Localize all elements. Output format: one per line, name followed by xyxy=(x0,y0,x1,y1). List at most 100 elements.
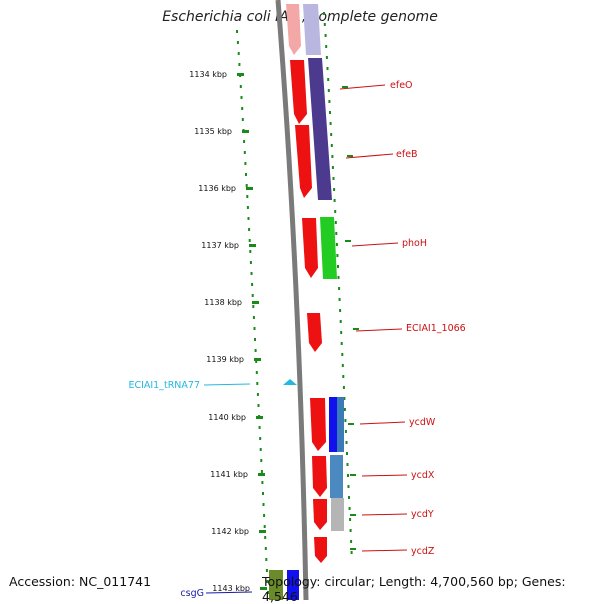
outer-ring-dot xyxy=(323,12,325,15)
inner-ring-dot xyxy=(245,184,248,187)
scale-label-1140: 1140 kbp xyxy=(208,413,246,422)
label-leaders xyxy=(203,84,408,594)
inner-ring-dot xyxy=(246,195,249,198)
inner-ring-dot xyxy=(261,481,264,484)
gene-label-ycdX[interactable]: ycdX xyxy=(411,470,435,481)
scale-label-1138: 1138 kbp xyxy=(204,298,242,307)
scale-tick-mark xyxy=(256,416,263,419)
feature-block-ycdW-b[interactable] xyxy=(337,397,344,452)
outer-tick-mark xyxy=(350,514,356,516)
cds-arrow-efeB[interactable] xyxy=(295,125,312,198)
inner-ring-dot xyxy=(239,85,242,88)
outer-ring-dot xyxy=(333,188,336,191)
outer-ring-dot xyxy=(338,287,341,290)
inner-ring-dot xyxy=(256,393,259,396)
cds-arrow-ycdY[interactable] xyxy=(313,499,327,530)
feature-block-1[interactable] xyxy=(303,4,321,55)
inner-ring-dot xyxy=(237,52,240,55)
outer-ring-dot xyxy=(335,243,338,246)
gene-label-csgG[interactable]: csgG xyxy=(180,588,204,599)
outer-ring-dot xyxy=(348,507,351,510)
gene-label-ECIAI1_1066[interactable]: ECIAI1_1066 xyxy=(406,323,466,334)
outer-ring-dot xyxy=(340,331,343,334)
trna-marker[interactable] xyxy=(283,379,297,385)
scale-ticks xyxy=(237,73,359,590)
inner-ring-dot xyxy=(244,162,247,165)
outer-ring-dot xyxy=(333,199,336,202)
outer-ring-dot xyxy=(344,419,347,422)
cds-arrow-ECIAI1_1066[interactable] xyxy=(307,313,322,352)
cds-arrow-1[interactable] xyxy=(286,4,301,55)
cds-arrow-phoH[interactable] xyxy=(302,218,318,278)
gene-label-ycdW[interactable]: ycdW xyxy=(409,417,436,428)
outer-ring-dot xyxy=(343,397,346,400)
feature-block-phoH[interactable] xyxy=(320,217,337,279)
inner-ring-dot xyxy=(262,492,264,495)
outer-ring-dot xyxy=(326,67,329,70)
gene-label-ycdY[interactable]: ycdY xyxy=(411,509,434,520)
inner-ring-dot xyxy=(257,404,260,407)
inner-ring-dot xyxy=(249,250,252,253)
outer-ring-dot xyxy=(334,221,337,224)
outer-ring-dot xyxy=(350,540,353,543)
accession-text: Accession: NC_011741 xyxy=(9,574,152,589)
inner-ring-dot xyxy=(256,382,259,385)
inner-ring-dot xyxy=(251,294,254,297)
outer-ring-dot xyxy=(323,23,326,26)
scale-label-1136: 1136 kbp xyxy=(198,184,236,193)
scale-label-1137: 1137 kbp xyxy=(201,241,239,250)
outer-ring-dot xyxy=(324,34,327,37)
inner-ring-dot xyxy=(259,437,262,440)
outer-tick-mark xyxy=(350,548,356,550)
outer-ring-dot xyxy=(327,89,330,92)
scale-label-1139: 1139 kbp xyxy=(206,355,244,364)
feature-block-bottom-blue[interactable] xyxy=(287,570,299,600)
gene-label-phoH[interactable]: phoH xyxy=(402,238,427,249)
outer-ring-dot xyxy=(337,276,340,279)
inner-ring-dot xyxy=(236,41,239,44)
inner-ring-dot xyxy=(240,96,243,99)
cds-arrow-efeO[interactable] xyxy=(290,60,307,124)
inner-ring-dot xyxy=(258,426,261,429)
outer-ring-dot xyxy=(327,78,330,81)
outer-ring-dot xyxy=(325,56,328,59)
feature-block-ycdY[interactable] xyxy=(331,498,344,531)
outer-ring-dot xyxy=(343,408,346,411)
outer-ring-dot xyxy=(334,210,337,213)
scale-tick-mark xyxy=(246,187,253,190)
feature-block-ycdX[interactable] xyxy=(330,455,343,498)
cds-arrow-ycdW[interactable] xyxy=(310,398,326,451)
inner-ring-dot xyxy=(254,349,257,352)
inner-ring-dot xyxy=(263,525,266,528)
scale-tick-mark xyxy=(252,301,259,304)
feature-block-ycdW-a[interactable] xyxy=(329,397,337,452)
cds-arrow-ycdZ[interactable] xyxy=(314,537,327,563)
gene-label-efeO[interactable]: efeO xyxy=(390,80,413,91)
outer-ring-dot xyxy=(337,265,339,268)
outer-ring-dot xyxy=(338,298,341,301)
inner-ring-dot xyxy=(255,360,258,363)
gene-label-efeB[interactable]: efeB xyxy=(396,149,418,160)
gene-blocks xyxy=(269,4,344,600)
gene-label-ECIAI1_tRNA77[interactable]: ECIAI1_tRNA77 xyxy=(128,380,200,391)
inner-ring-dot xyxy=(259,448,262,451)
cds-arrow-ycdX[interactable] xyxy=(312,456,327,497)
genome-backbone xyxy=(275,0,309,600)
outer-ring-dot xyxy=(347,474,349,477)
outer-tick-mark xyxy=(347,155,353,157)
inner-ring-dot xyxy=(246,206,249,209)
outer-tick-mark xyxy=(345,240,351,242)
outer-ring-dot xyxy=(349,529,352,532)
gene-label-ycdZ[interactable]: ycdZ xyxy=(411,546,435,557)
outer-ring-dot xyxy=(330,133,333,136)
feature-block-csgG[interactable] xyxy=(269,570,283,600)
inner-ring-dot xyxy=(267,591,269,594)
feature-block-efeO[interactable] xyxy=(308,58,332,200)
scale-tick-mark xyxy=(260,587,267,590)
outer-tick-mark xyxy=(348,423,354,425)
inner-ring-dot xyxy=(264,536,267,539)
outer-ring-dot xyxy=(325,45,328,48)
inner-ring-dot xyxy=(238,63,241,66)
scale-label-1143: 1143 kbp xyxy=(212,584,250,593)
